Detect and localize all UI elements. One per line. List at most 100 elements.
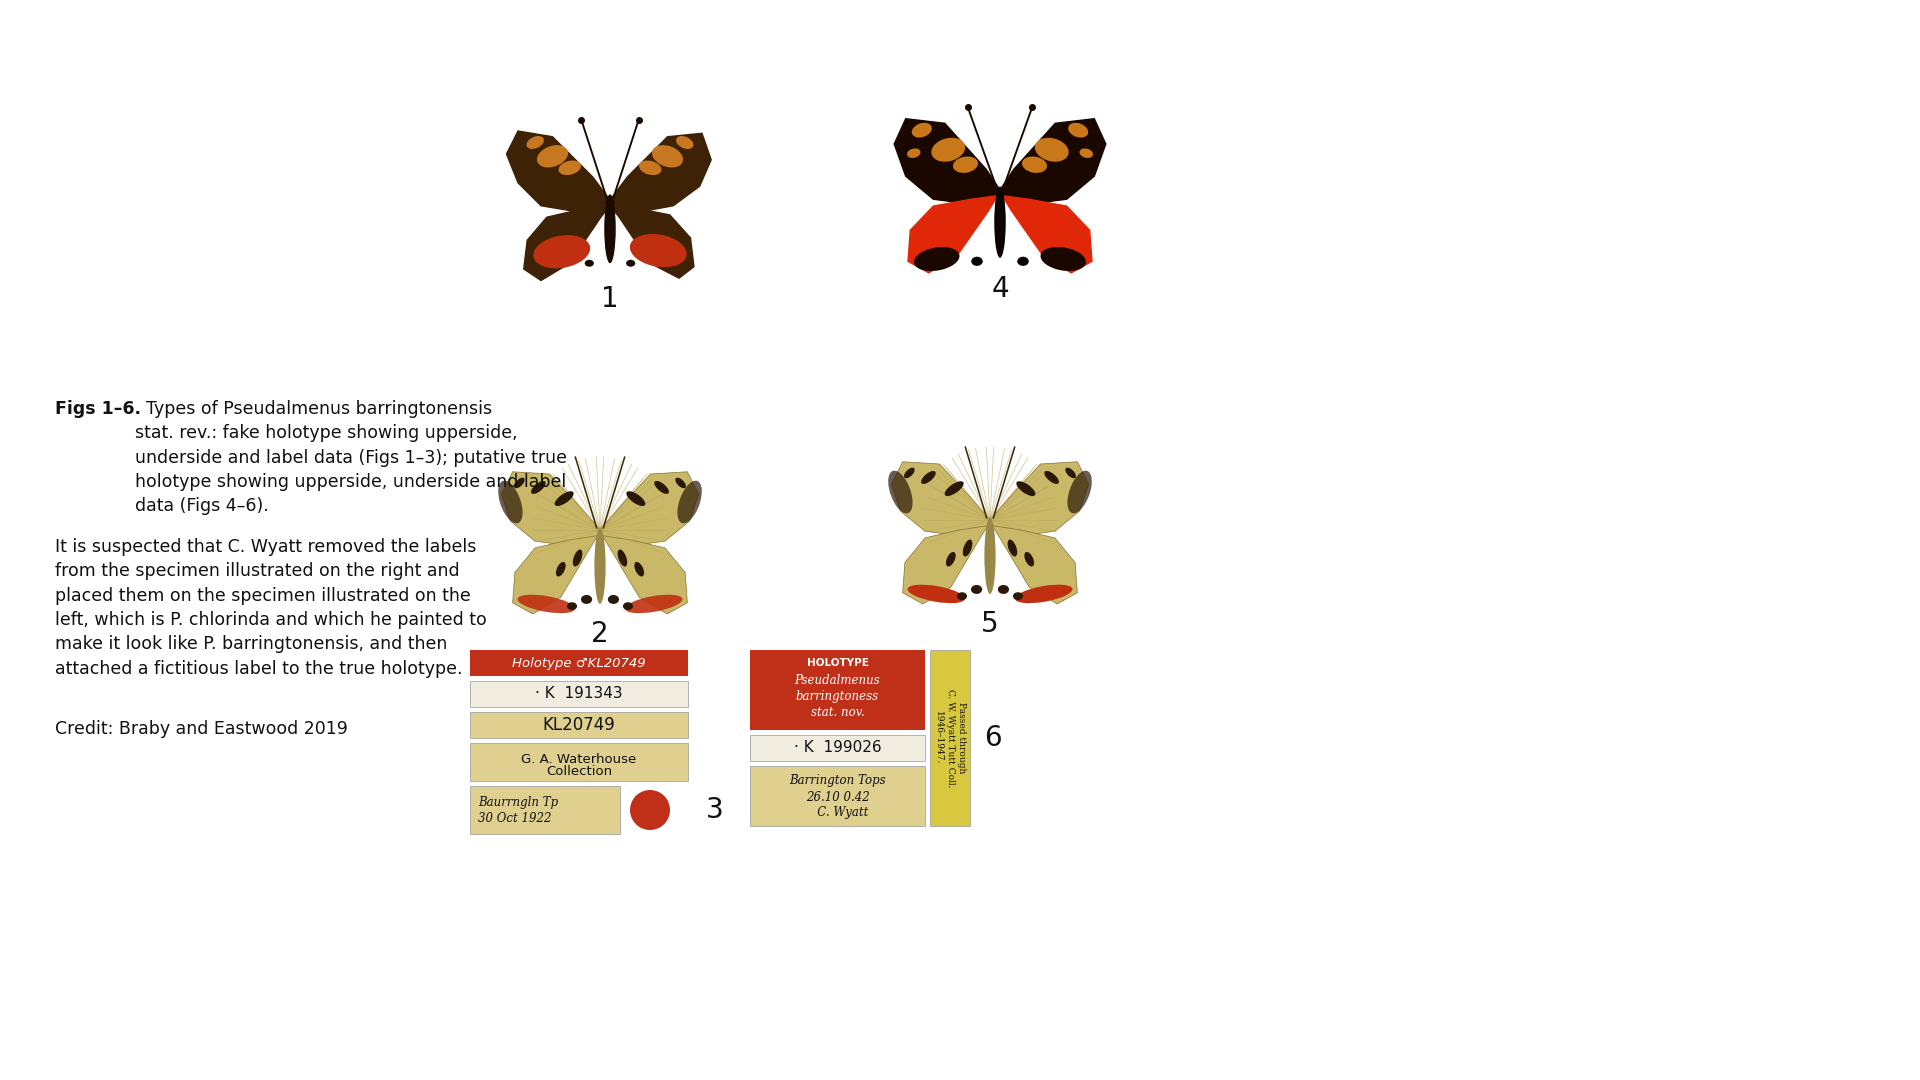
FancyBboxPatch shape	[929, 650, 970, 826]
Polygon shape	[599, 472, 699, 545]
Text: Pseudalmenus: Pseudalmenus	[795, 674, 881, 687]
Ellipse shape	[676, 477, 685, 488]
Ellipse shape	[497, 481, 522, 524]
Ellipse shape	[626, 260, 636, 267]
Ellipse shape	[985, 517, 996, 594]
Ellipse shape	[566, 603, 578, 610]
Ellipse shape	[655, 481, 668, 494]
Ellipse shape	[618, 550, 628, 567]
Ellipse shape	[1021, 157, 1046, 173]
Text: stat. nov.: stat. nov.	[810, 706, 864, 719]
Text: 30 Oct 1922: 30 Oct 1922	[478, 812, 551, 825]
Ellipse shape	[572, 550, 582, 567]
Ellipse shape	[956, 592, 968, 600]
Polygon shape	[891, 462, 991, 536]
Text: barringtoness: barringtoness	[797, 690, 879, 703]
Polygon shape	[908, 195, 998, 273]
Polygon shape	[501, 472, 599, 545]
Polygon shape	[603, 536, 687, 615]
Ellipse shape	[1041, 247, 1087, 271]
Ellipse shape	[1035, 138, 1069, 162]
Ellipse shape	[630, 234, 687, 267]
FancyBboxPatch shape	[470, 650, 687, 676]
Polygon shape	[513, 536, 597, 615]
Text: · K  191343: · K 191343	[536, 687, 622, 702]
Circle shape	[630, 789, 670, 831]
Ellipse shape	[515, 477, 524, 488]
Text: HOLOTYPE: HOLOTYPE	[806, 658, 868, 669]
Text: Collection: Collection	[545, 765, 612, 778]
FancyBboxPatch shape	[470, 681, 687, 707]
Ellipse shape	[532, 481, 545, 494]
Polygon shape	[611, 133, 710, 212]
Ellipse shape	[1068, 123, 1089, 137]
Ellipse shape	[914, 247, 960, 271]
Text: 26.10 0.42: 26.10 0.42	[806, 791, 870, 804]
Ellipse shape	[952, 157, 977, 173]
Polygon shape	[902, 526, 987, 604]
Text: 6: 6	[983, 724, 1002, 752]
Ellipse shape	[1079, 148, 1092, 158]
Ellipse shape	[676, 136, 693, 149]
Ellipse shape	[1018, 257, 1029, 266]
Ellipse shape	[1014, 592, 1023, 600]
Ellipse shape	[947, 552, 956, 567]
Text: G. A. Waterhouse: G. A. Waterhouse	[522, 753, 637, 766]
Polygon shape	[895, 119, 1000, 204]
Ellipse shape	[1044, 471, 1060, 484]
Text: 4: 4	[991, 275, 1008, 303]
FancyBboxPatch shape	[751, 650, 925, 730]
Ellipse shape	[1068, 471, 1092, 513]
Text: KL20749: KL20749	[543, 716, 616, 734]
Ellipse shape	[586, 260, 593, 267]
Ellipse shape	[945, 482, 964, 496]
Text: Barrington Tops: Barrington Tops	[789, 774, 885, 787]
Text: Credit: Braby and Eastwood 2019: Credit: Braby and Eastwood 2019	[56, 720, 348, 738]
Text: 1: 1	[601, 285, 618, 313]
Ellipse shape	[605, 198, 614, 207]
Polygon shape	[611, 206, 693, 279]
FancyBboxPatch shape	[751, 766, 925, 826]
Text: · K  199026: · K 199026	[793, 741, 881, 756]
Text: Types of Pseudalmenus barringtonensis
stat. rev.: fake holotype showing uppersid: Types of Pseudalmenus barringtonensis st…	[134, 400, 566, 515]
Ellipse shape	[931, 138, 966, 162]
Ellipse shape	[904, 468, 914, 478]
Ellipse shape	[1025, 552, 1035, 567]
Ellipse shape	[582, 595, 591, 604]
FancyBboxPatch shape	[751, 735, 925, 761]
Ellipse shape	[998, 585, 1010, 594]
Ellipse shape	[995, 187, 1006, 258]
Ellipse shape	[609, 595, 618, 604]
Ellipse shape	[922, 471, 935, 484]
Text: 5: 5	[981, 610, 998, 638]
Text: Figs 1–6.: Figs 1–6.	[56, 400, 140, 418]
Ellipse shape	[557, 562, 566, 577]
Text: C. Wyatt: C. Wyatt	[806, 806, 868, 819]
Ellipse shape	[972, 257, 983, 266]
FancyBboxPatch shape	[470, 712, 687, 738]
Ellipse shape	[962, 540, 972, 556]
Ellipse shape	[526, 136, 543, 149]
Ellipse shape	[634, 562, 643, 577]
Ellipse shape	[972, 585, 983, 594]
Ellipse shape	[518, 595, 574, 613]
Ellipse shape	[1016, 482, 1035, 496]
Ellipse shape	[605, 194, 616, 264]
Polygon shape	[1002, 195, 1092, 273]
Polygon shape	[507, 131, 611, 212]
Polygon shape	[991, 462, 1089, 536]
Ellipse shape	[889, 471, 912, 513]
Polygon shape	[993, 526, 1077, 604]
Text: Baurrngln Tp: Baurrngln Tp	[478, 796, 559, 809]
Ellipse shape	[1016, 584, 1073, 603]
Ellipse shape	[639, 161, 662, 175]
Ellipse shape	[908, 584, 966, 603]
Polygon shape	[1000, 119, 1106, 204]
Ellipse shape	[595, 528, 605, 604]
Ellipse shape	[1066, 468, 1075, 478]
Text: It is suspected that C. Wyatt removed the labels
from the specimen illustrated o: It is suspected that C. Wyatt removed th…	[56, 538, 488, 677]
Ellipse shape	[906, 148, 920, 158]
Text: Passed through
C. W. Wyatt Tutt Coll.
1946–1947.: Passed through C. W. Wyatt Tutt Coll. 19…	[933, 689, 966, 787]
Ellipse shape	[626, 491, 645, 507]
Text: 2: 2	[591, 620, 609, 648]
